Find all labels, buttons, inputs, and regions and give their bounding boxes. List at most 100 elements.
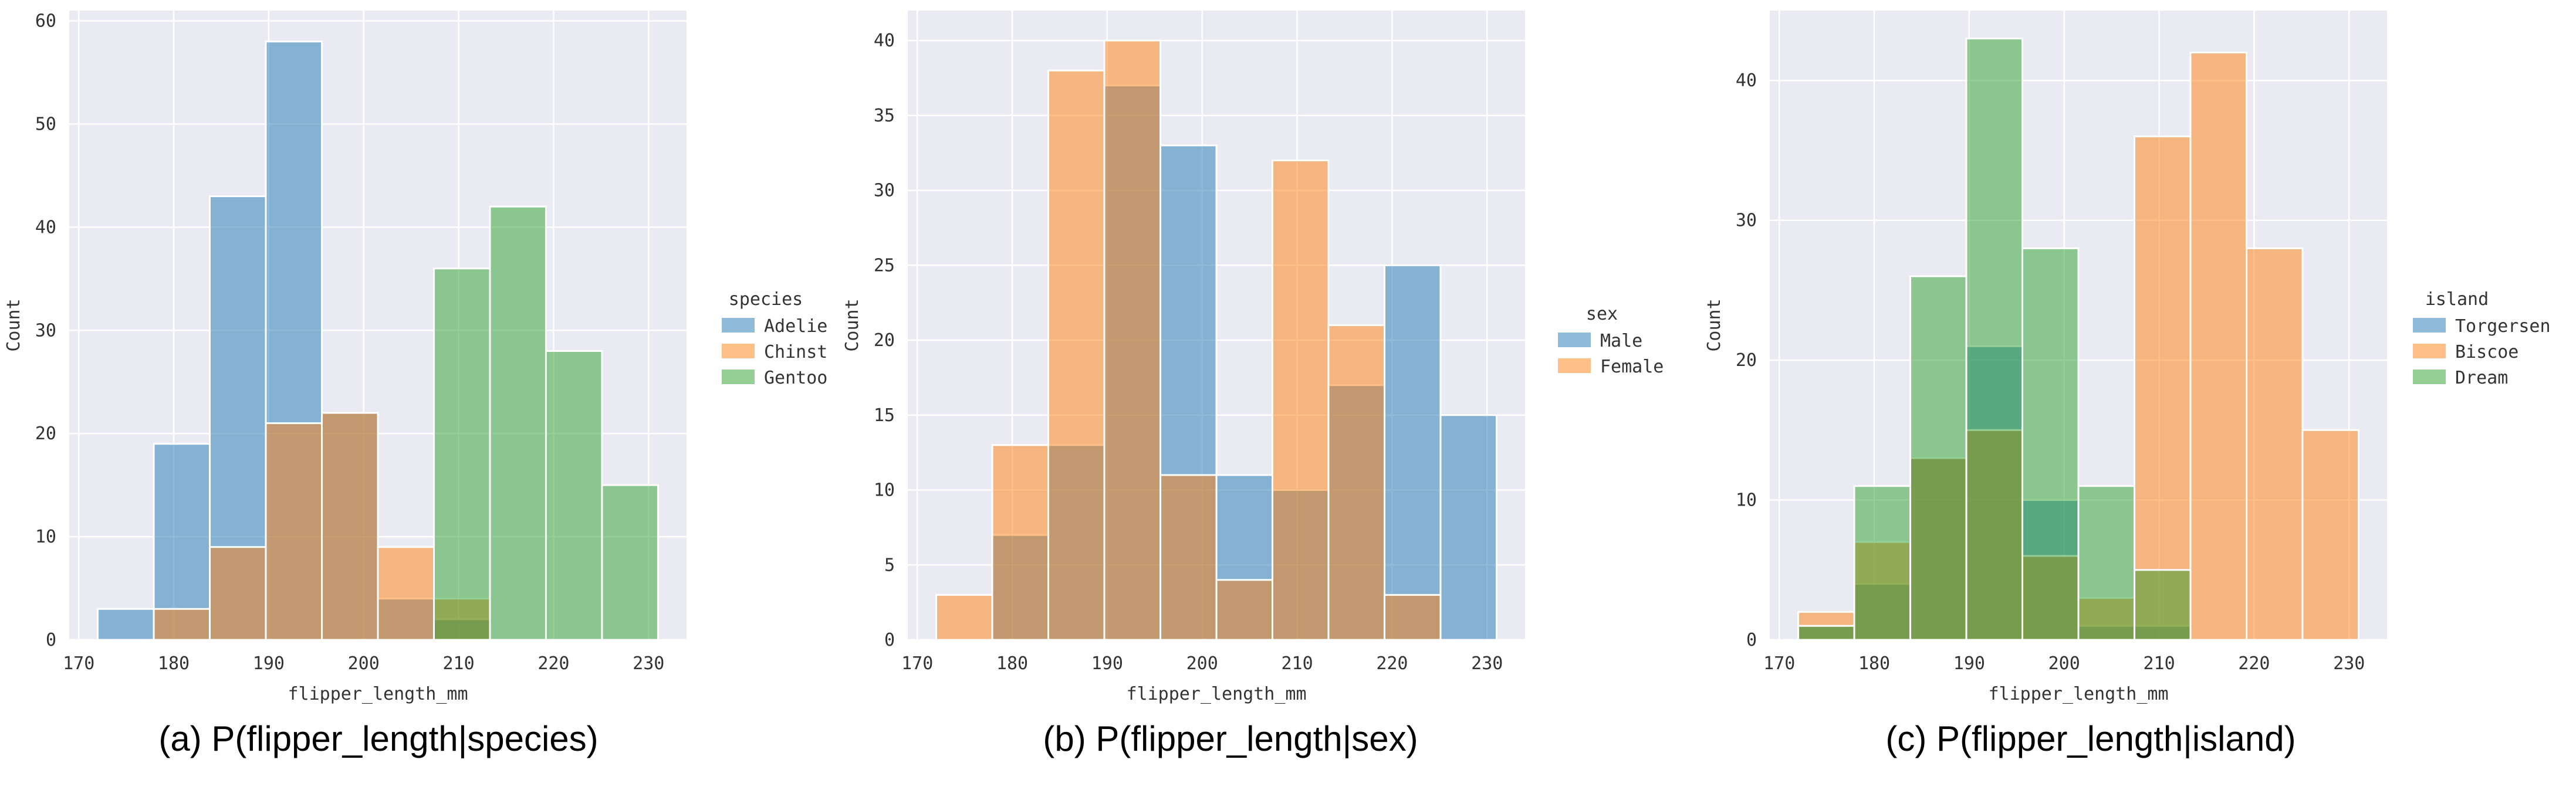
legend-swatch-male xyxy=(1558,333,1591,347)
caption-sex: (b) P(flipper_length|sex) xyxy=(1043,719,1418,758)
y-tick-label: 10 xyxy=(35,527,56,547)
y-tick-label: 0 xyxy=(884,630,895,650)
bar-female-4 xyxy=(1159,474,1218,641)
x-axis-label: flipper_length_mm xyxy=(288,684,468,704)
bar-gentoo-7 xyxy=(489,205,547,641)
x-tick-label: 210 xyxy=(1281,653,1313,674)
x-tick-label: 190 xyxy=(1953,653,1985,674)
y-tick-label: 20 xyxy=(874,330,895,351)
legend-title: sex xyxy=(1586,304,1618,324)
y-tick-label: 30 xyxy=(35,320,56,341)
y-tick-label: 10 xyxy=(874,480,895,501)
y-tick-label: 15 xyxy=(874,405,895,426)
legend-label-torgersen: Torgersen xyxy=(2455,316,2551,337)
bar-gentoo-8 xyxy=(545,350,603,641)
x-tick-label: 230 xyxy=(2333,653,2365,674)
y-tick-label: 25 xyxy=(874,255,895,276)
x-tick-label: 170 xyxy=(63,653,94,674)
chart-panel-2: 170 180 190 200 210 220 230 0 10 20 30 40 flipper_le… xyxy=(1704,11,2551,704)
chart-panel-0: 170 180 190 200 210 220 230 0 10 20 30 40 50 60 flippe… xyxy=(4,11,827,704)
legend: island Torgersen Biscoe Dream xyxy=(2413,289,2551,388)
x-tick-label: 170 xyxy=(1763,653,1795,674)
y-axis-label: Count xyxy=(4,299,24,351)
bar-dream-3 xyxy=(1965,38,2024,641)
y-tick-label: 0 xyxy=(46,630,56,650)
legend-label-chinstrap: Chinst xyxy=(764,342,827,362)
bar-biscoe-6 xyxy=(2133,135,2192,641)
x-tick-label: 190 xyxy=(1091,653,1123,674)
x-tick-label: 200 xyxy=(1186,653,1218,674)
legend-label-female: Female xyxy=(1600,357,1664,377)
bar-female-0 xyxy=(935,594,993,641)
bar-dream-4 xyxy=(2021,247,2080,641)
y-tick-label: 30 xyxy=(1736,211,1757,231)
x-axis-label: flipper_length_mm xyxy=(1126,684,1306,704)
y-tick-label: 35 xyxy=(874,106,895,126)
bar-female-5 xyxy=(1215,579,1273,641)
bar-female-6 xyxy=(1271,159,1330,641)
bar-dream-1 xyxy=(1853,485,1912,641)
legend-swatch-torgersen xyxy=(2413,318,2446,333)
bar-biscoe-8 xyxy=(2245,247,2304,641)
bar-adelie-1 xyxy=(153,443,211,641)
x-tick-label: 220 xyxy=(1376,653,1408,674)
y-tick-label: 10 xyxy=(1736,490,1757,511)
bar-gentoo-9 xyxy=(601,484,659,641)
y-tick-label: 30 xyxy=(874,181,895,201)
caption-island: (c) P(flipper_length|island) xyxy=(1885,719,2296,758)
bar-adelie-0 xyxy=(97,608,155,641)
bar-dream-5 xyxy=(2077,485,2135,641)
bar-chinstrap-5 xyxy=(377,546,435,641)
y-tick-label: 20 xyxy=(1736,350,1757,371)
x-tick-label: 220 xyxy=(2238,653,2270,674)
y-tick-label: 60 xyxy=(35,11,56,32)
x-tick-label: 200 xyxy=(348,653,380,674)
legend-label-adelie: Adelie xyxy=(764,316,827,337)
x-tick-label: 210 xyxy=(442,653,474,674)
bar-chinstrap-4 xyxy=(321,412,379,641)
legend-swatch-adelie xyxy=(722,318,755,333)
bar-female-1 xyxy=(991,444,1050,641)
bar-female-3 xyxy=(1103,39,1162,641)
bar-dream-2 xyxy=(1909,275,1968,641)
x-tick-label: 180 xyxy=(996,653,1028,674)
y-tick-label: 0 xyxy=(1746,630,1757,650)
bar-dream-6 xyxy=(2133,569,2192,641)
legend-swatch-female xyxy=(1558,358,1591,373)
legend: sex Male Female xyxy=(1558,304,1664,377)
bar-female-8 xyxy=(1383,594,1442,641)
y-tick-label: 5 xyxy=(884,555,895,575)
bar-biscoe-7 xyxy=(2189,52,2247,641)
legend-swatch-gentoo xyxy=(722,369,755,384)
y-tick-label: 40 xyxy=(874,30,895,51)
bar-chinstrap-3 xyxy=(265,422,323,641)
x-tick-label: 170 xyxy=(901,653,933,674)
x-tick-label: 180 xyxy=(1858,653,1890,674)
bar-gentoo-6 xyxy=(432,267,491,641)
bar-female-2 xyxy=(1047,69,1106,641)
legend-label-male: Male xyxy=(1600,331,1642,351)
bar-male-8 xyxy=(1383,264,1442,641)
legend-swatch-biscoe xyxy=(2413,344,2446,358)
y-axis-label: Count xyxy=(842,299,863,351)
y-tick-label: 40 xyxy=(1736,70,1757,91)
x-tick-label: 220 xyxy=(537,653,569,674)
y-tick-label: 40 xyxy=(35,217,56,238)
legend-title: island xyxy=(2425,289,2489,310)
legend-label-biscoe: Biscoe xyxy=(2455,342,2518,362)
y-tick-label: 20 xyxy=(35,423,56,444)
bar-chinstrap-1 xyxy=(153,608,211,641)
bar-male-9 xyxy=(1439,414,1497,641)
x-tick-label: 230 xyxy=(1471,653,1503,674)
x-axis-label: flipper_length_mm xyxy=(1988,684,2168,704)
y-tick-label: 50 xyxy=(35,114,56,134)
bar-dream-0 xyxy=(1797,625,1855,641)
chart-panel-1: 170 180 190 200 210 220 230 0 5 10 15 20 25 30 35 40 fli… xyxy=(842,11,1664,704)
bar-chinstrap-2 xyxy=(209,546,267,641)
legend-swatch-dream xyxy=(2413,369,2446,384)
bar-biscoe-9 xyxy=(2301,429,2359,641)
legend-title: species xyxy=(729,289,803,310)
x-tick-label: 180 xyxy=(158,653,190,674)
